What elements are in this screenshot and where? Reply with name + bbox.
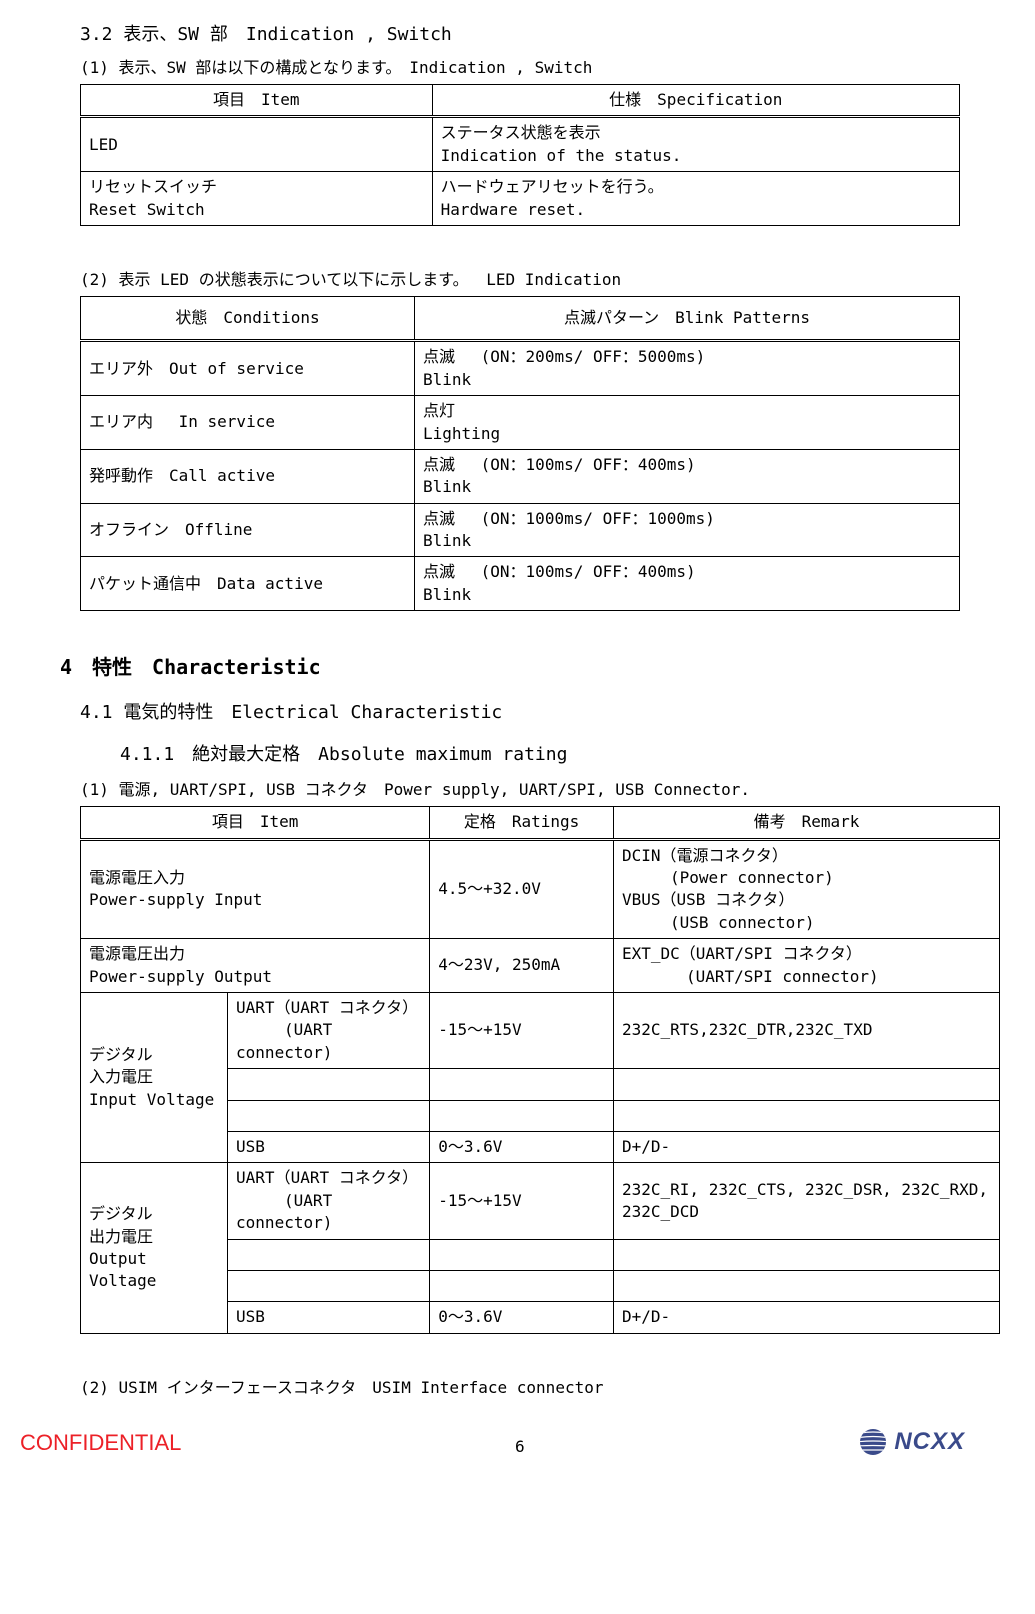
sec4-p1: (1) 電源, UART/SPI, USB コネクタ Power supply,…	[60, 776, 975, 800]
t2-r3-c2: 点滅 (ON：1000ms/ OFF：1000ms)Blink	[415, 503, 960, 557]
t3-r3c2	[430, 1100, 614, 1131]
t3-r1-c1: 電源電圧入力Power-supply Input	[81, 839, 430, 939]
t3-h3: 備考 Remark	[614, 807, 1000, 839]
table-row: LED ステータス状態を表示Indication of the status.	[81, 117, 960, 172]
table-row: 電源電圧出力Power-supply Output 4～23V, 250mA E…	[81, 939, 1000, 993]
t3-r2-c1: 電源電圧出力Power-supply Output	[81, 939, 430, 993]
t3-r1-c2: 4.5～+32.0V	[430, 839, 614, 939]
sec32-p1: (1) 表示、SW 部は以下の構成となります。 Indication , Swi…	[60, 54, 975, 78]
t3-r4a: UART（UART コネクタ） (UART connector)	[228, 1163, 430, 1239]
table-led-indication: 状態 Conditions 点滅パターン Blink Patterns エリア外…	[80, 296, 960, 611]
t2-r0-c1: エリア外 Out of service	[81, 341, 415, 396]
section-4-1-title: 4.1 電気的特性 Electrical Characteristic	[60, 698, 975, 724]
t3-r3d3: D+/D-	[614, 1131, 1000, 1162]
t3-r4d: USB	[228, 1302, 430, 1333]
t3-r4c3	[614, 1270, 1000, 1301]
confidential-label: CONFIDENTIAL	[20, 1430, 181, 1456]
table-row: エリア内 In service点灯Lighting	[81, 396, 960, 450]
t2-h1: 状態 Conditions	[81, 296, 415, 340]
table-row: デジタル入力電圧Input Voltage UART（UART コネクタ） (U…	[81, 992, 1000, 1068]
t3-h1: 項目 Item	[81, 807, 430, 839]
t1-r1-c1: リセットスイッチReset Switch	[81, 172, 433, 226]
t3-r3d: USB	[228, 1131, 430, 1162]
t2-r1-c2: 点灯Lighting	[415, 396, 960, 450]
t3-r4a2: -15～+15V	[430, 1163, 614, 1239]
table-row: リセットスイッチReset Switch ハードウェアリセットを行う。Hardw…	[81, 172, 960, 226]
t3-r4b	[228, 1239, 430, 1270]
t1-h2: 仕様 Specification	[432, 85, 959, 117]
t3-r1-c3: DCIN（電源コネクタ） (Power connector)VBUS（USB コ…	[614, 839, 1000, 939]
t1-r0-c2: ステータス状態を表示Indication of the status.	[432, 117, 959, 172]
t2-r4-c2: 点滅 (ON：100ms/ OFF：400ms)Blink	[415, 557, 960, 611]
t3-r2-c3: EXT_DC（UART/SPI コネクタ） (UART/SPI connecto…	[614, 939, 1000, 993]
t3-r4c	[228, 1270, 430, 1301]
t1-h1: 項目 Item	[81, 85, 433, 117]
table-absolute-max-rating: 項目 Item 定格 Ratings 備考 Remark 電源電圧入力Power…	[80, 806, 1000, 1333]
t3-r4-c1: デジタル出力電圧Output Voltage	[81, 1163, 228, 1333]
t3-r2-c2: 4～23V, 250mA	[430, 939, 614, 993]
t3-r3-c1: デジタル入力電圧Input Voltage	[81, 992, 228, 1162]
t2-r3-c1: オフライン Offline	[81, 503, 415, 557]
t1-r1-c2: ハードウェアリセットを行う。Hardware reset.	[432, 172, 959, 226]
t3-r3b3	[614, 1069, 1000, 1100]
t3-r3d2: 0～3.6V	[430, 1131, 614, 1162]
t2-r0-c2: 点滅 (ON：200ms/ OFF：5000ms)Blink	[415, 341, 960, 396]
section-4-1-1-title: 4.1.1 絶対最大定格 Absolute maximum rating	[60, 740, 975, 766]
t2-h2: 点滅パターン Blink Patterns	[415, 296, 960, 340]
t3-r4d3: D+/D-	[614, 1302, 1000, 1333]
sec4-p2: (2) USIM インターフェースコネクタ USIM Interface con…	[60, 1374, 975, 1398]
page-footer: CONFIDENTIAL 6 NCXX	[60, 1428, 975, 1456]
table-row: パケット通信中 Data active点滅 (ON：100ms/ OFF：400…	[81, 557, 960, 611]
globe-icon	[858, 1428, 888, 1456]
t2-r2-c1: 発呼動作 Call active	[81, 449, 415, 503]
t3-r3a: UART（UART コネクタ） (UART connector)	[228, 992, 430, 1068]
t3-r4d2: 0～3.6V	[430, 1302, 614, 1333]
section-4-title: 4 特性 Characteristic	[60, 651, 975, 680]
t1-r0-c1: LED	[81, 117, 433, 172]
t2-r4-c1: パケット通信中 Data active	[81, 557, 415, 611]
table-indication-switch: 項目 Item 仕様 Specification LED ステータス状態を表示I…	[80, 84, 960, 226]
t3-r3c3	[614, 1100, 1000, 1131]
t3-r4b2	[430, 1239, 614, 1270]
page-number: 6	[181, 1437, 858, 1456]
t3-r3c	[228, 1100, 430, 1131]
table-row: 発呼動作 Call active点滅 (ON：100ms/ OFF：400ms)…	[81, 449, 960, 503]
t3-r3b2	[430, 1069, 614, 1100]
t3-h2: 定格 Ratings	[430, 807, 614, 839]
t3-r4b3	[614, 1239, 1000, 1270]
table-row: オフライン Offline点滅 (ON：1000ms/ OFF：1000ms)B…	[81, 503, 960, 557]
logo-text: NCXX	[894, 1428, 965, 1456]
t2-r2-c2: 点滅 (ON：100ms/ OFF：400ms)Blink	[415, 449, 960, 503]
t2-r1-c1: エリア内 In service	[81, 396, 415, 450]
t3-r3b	[228, 1069, 430, 1100]
section-3-2-title: 3.2 表示、SW 部 Indication , Switch	[60, 20, 975, 46]
t3-r3a2: -15～+15V	[430, 992, 614, 1068]
table-row: デジタル出力電圧Output Voltage UART（UART コネクタ） (…	[81, 1163, 1000, 1239]
table-row: エリア外 Out of service点滅 (ON：200ms/ OFF：500…	[81, 341, 960, 396]
t3-r4a3: 232C_RI, 232C_CTS, 232C_DSR, 232C_RXD, 2…	[614, 1163, 1000, 1239]
sec32-p2: (2) 表示 LED の状態表示について以下に示します。 LED Indicat…	[60, 266, 975, 290]
ncxx-logo: NCXX	[858, 1428, 965, 1456]
table-row: 電源電圧入力Power-supply Input 4.5～+32.0V DCIN…	[81, 839, 1000, 939]
t3-r4c2	[430, 1270, 614, 1301]
t3-r3a3: 232C_RTS,232C_DTR,232C_TXD	[614, 992, 1000, 1068]
